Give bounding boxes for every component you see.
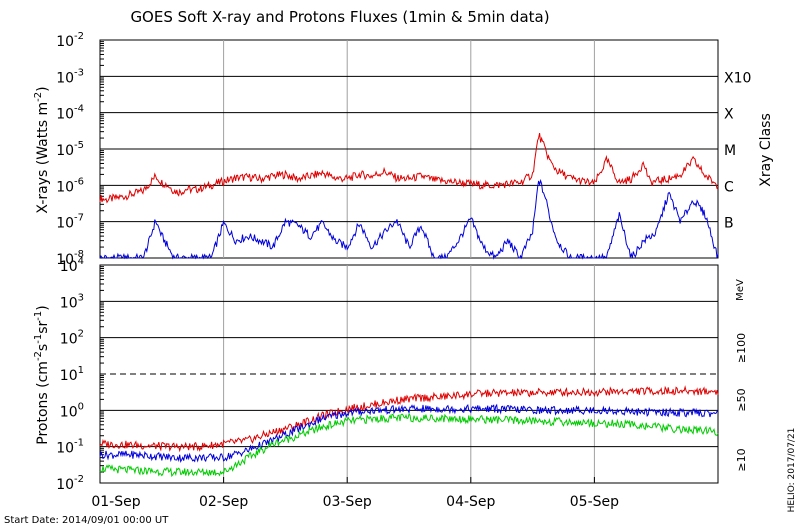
x-tick-label: 05-Sep [570, 494, 619, 510]
data-series-line [99, 178, 719, 260]
y-tick-exponent: 2 [78, 329, 84, 340]
xray-class-label: X [724, 107, 734, 123]
mev-unit-label: MeV [735, 279, 746, 301]
y-tick-base: 10 [60, 404, 78, 420]
y-tick-exponent: -1 [74, 438, 84, 449]
y-tick-label: 10-7 [56, 213, 84, 232]
y-tick-base: 10 [56, 143, 74, 159]
y-tick-label: 10-4 [56, 104, 84, 123]
data-series-line [99, 412, 719, 478]
y-tick-exponent: -7 [74, 213, 84, 224]
y-tick-base: 10 [56, 34, 74, 50]
proton-y-axis-label-sup1: -2 [33, 351, 44, 361]
proton-y-axis-label-close: ) [35, 305, 51, 310]
y-tick-label: 102 [60, 329, 84, 348]
proton-y-axis-label-sup3: -1 [33, 311, 44, 321]
xray-class-axis-label: Xray Class [758, 113, 774, 187]
y-tick-label: 10-2 [56, 31, 84, 50]
y-tick-label: 10-2 [56, 474, 84, 493]
data-series-line [99, 133, 719, 204]
xray-grid [100, 40, 718, 258]
y-tick-label: 10-1 [56, 438, 84, 457]
data-series-line [99, 403, 719, 464]
proton-y-axis-label: Protons (cm-2s-1sr-1) [33, 305, 51, 444]
y-tick-exponent: 4 [78, 256, 84, 267]
proton-y-axis-label-mid2: sr [35, 320, 51, 333]
y-tick-base: 10 [60, 295, 78, 311]
proton-grid [100, 265, 718, 483]
y-tick-base: 10 [60, 368, 78, 384]
y-tick-base: 10 [56, 70, 74, 86]
y-tick-label: 10-3 [56, 67, 84, 86]
proton-series-group [99, 385, 719, 478]
y-tick-exponent: -4 [74, 104, 84, 115]
y-tick-exponent: -5 [74, 140, 84, 151]
x-tick-label: 04-Sep [446, 494, 495, 510]
legend-entry: ≥50 [735, 388, 748, 411]
y-tick-base: 10 [56, 252, 74, 268]
x-tick-label: 03-Sep [323, 494, 372, 510]
y-tick-exponent: 3 [78, 292, 84, 303]
chart-title: GOES Soft X-ray and Protons Fluxes (1min… [130, 8, 549, 26]
xray-y-axis-label-sup: -2 [33, 92, 44, 102]
y-tick-label: 104 [60, 256, 84, 275]
data-series-line [99, 385, 719, 453]
y-tick-label: 100 [60, 401, 84, 420]
y-tick-exponent: -2 [74, 31, 84, 42]
proton-y-axis-label-sup2: -1 [33, 334, 44, 344]
y-tick-base: 10 [56, 179, 74, 195]
y-tick-exponent: -3 [74, 67, 84, 78]
y-tick-base: 10 [56, 441, 74, 457]
xray-y-axis-label-close: ) [35, 86, 51, 91]
y-tick-label: 103 [60, 292, 84, 311]
y-tick-label: 10-6 [56, 176, 84, 195]
legend-entry: ≥10 [735, 448, 748, 471]
proton-legend: ≥10 ≥50 ≥100 [735, 333, 748, 472]
xray-class-labels: X10 X M C B [724, 70, 751, 231]
xray-y-tick-labels: 10-810-710-610-510-410-310-2 [56, 31, 84, 268]
y-tick-exponent: -2 [74, 474, 84, 485]
xray-class-label: C [724, 179, 734, 195]
y-tick-label: 101 [60, 365, 84, 384]
y-tick-base: 10 [56, 107, 74, 123]
x-tick-label: 01-Sep [91, 494, 140, 510]
xray-y-axis-label-text: X-rays (Watts m [35, 102, 51, 214]
start-date-label: Start Date: 2014/09/01 00:00 UT [4, 515, 169, 526]
y-tick-base: 10 [60, 332, 78, 348]
y-tick-label: 10-8 [56, 249, 84, 268]
y-tick-exponent: 1 [78, 365, 84, 376]
y-tick-base: 10 [60, 259, 78, 275]
xray-y-axis-label: X-rays (Watts m-2) [33, 86, 51, 213]
y-tick-base: 10 [56, 477, 74, 493]
xray-class-label: B [724, 216, 734, 232]
y-tick-exponent: 0 [78, 401, 84, 412]
y-tick-label: 10-5 [56, 140, 84, 159]
xray-class-label: M [724, 143, 736, 159]
credit-label: HELIO: 2017/07/21 [787, 428, 797, 513]
proton-y-axis-label-mid1: s [35, 344, 51, 351]
xray-series-group [99, 133, 719, 260]
x-tick-label: 02-Sep [199, 494, 248, 510]
proton-y-axis-label-text: Protons (cm [35, 361, 51, 445]
y-tick-base: 10 [56, 216, 74, 232]
y-tick-exponent: -6 [74, 176, 84, 187]
proton-x-tick-labels: 01-Sep 02-Sep 03-Sep 04-Sep 05-Sep [91, 477, 619, 510]
xray-class-label: X10 [724, 70, 751, 86]
y-tick-exponent: -8 [74, 249, 84, 260]
legend-entry: ≥100 [735, 333, 748, 363]
